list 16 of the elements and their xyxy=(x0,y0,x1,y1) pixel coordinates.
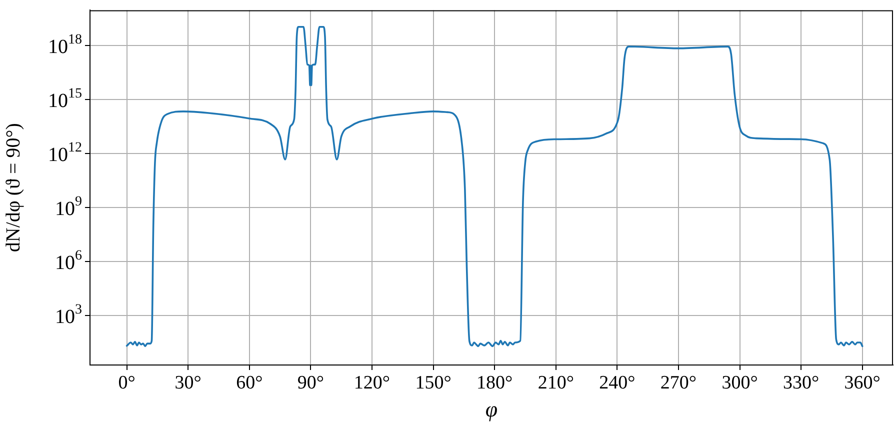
x-tick-label: 60° xyxy=(236,372,263,394)
x-tick-label: 210° xyxy=(538,372,574,394)
x-axis-title: φ xyxy=(485,396,498,422)
x-tick-label: 240° xyxy=(599,372,636,394)
x-tick-label: 300° xyxy=(722,372,758,394)
x-tick-label: 150° xyxy=(415,372,452,394)
x-tick-label: 0° xyxy=(118,372,136,394)
y-axis-title: dN/dφ (ϑ = 90°) xyxy=(2,123,24,252)
x-tick-label: 120° xyxy=(354,372,390,394)
line-series xyxy=(126,26,864,348)
x-tick-label: 180° xyxy=(476,372,513,394)
x-tick-label: 360° xyxy=(844,372,880,394)
x-tick-label: 330° xyxy=(783,372,820,394)
x-tick-label: 30° xyxy=(174,372,202,394)
x-tick-label: 270° xyxy=(660,372,697,394)
x-tick-label: 90° xyxy=(297,372,324,394)
